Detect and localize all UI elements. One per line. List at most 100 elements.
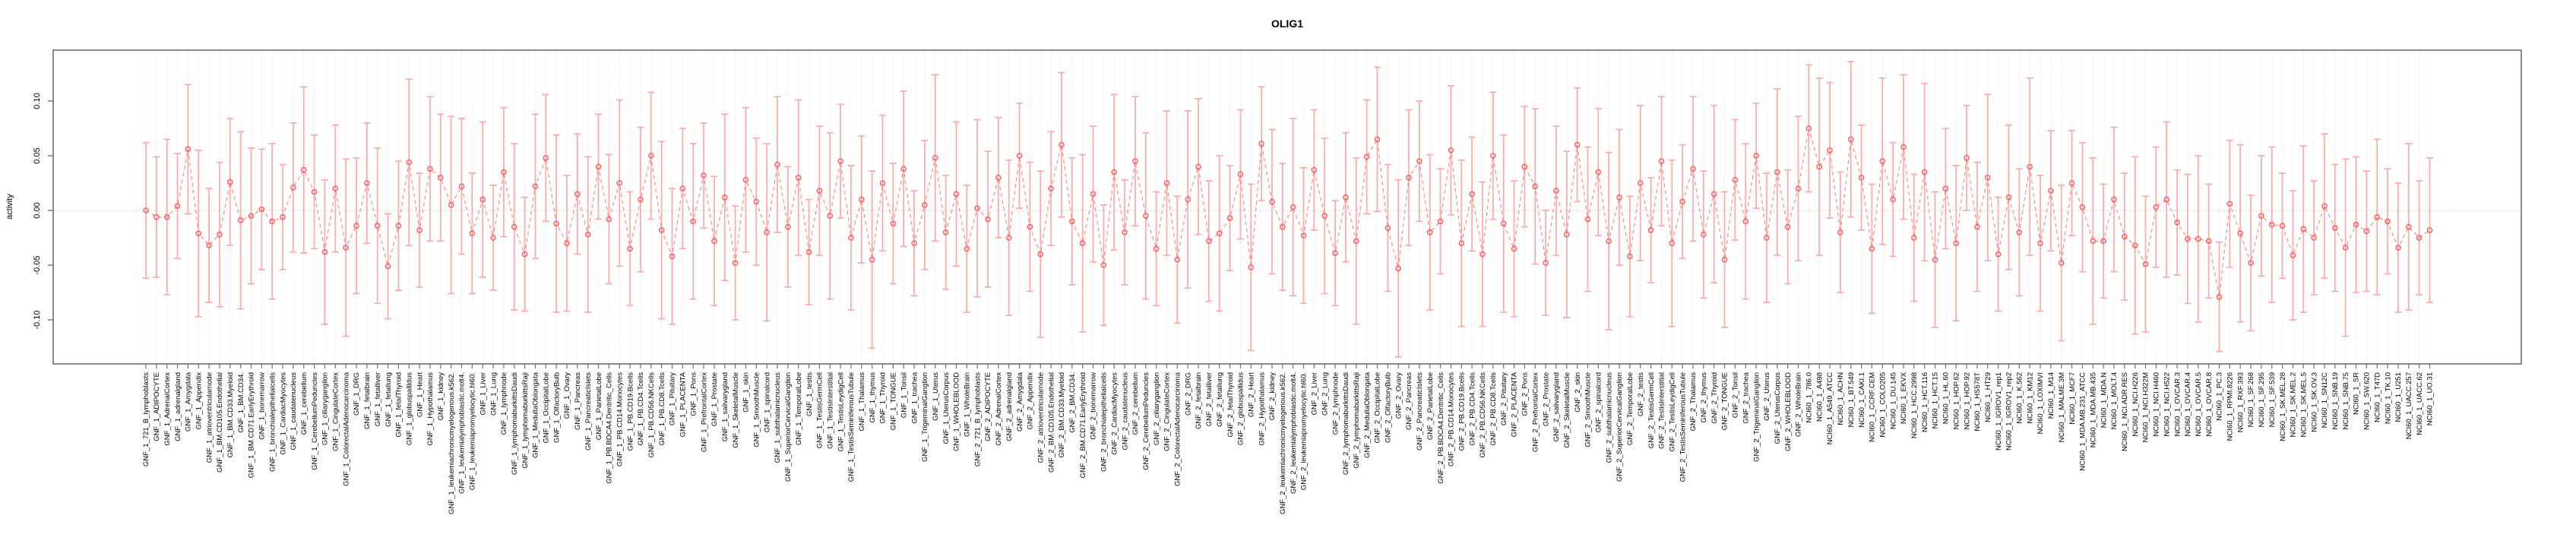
svg-text:GNF_2_CerebellumPeduncles: GNF_2_CerebellumPeduncles (1142, 372, 1150, 470)
svg-text:NCI60_1_MDA.N: NCI60_1_MDA.N (2100, 372, 2108, 428)
svg-text:NCI60_1_MCF7: NCI60_1_MCF7 (2068, 372, 2077, 425)
svg-text:GNF_2_lymphnode: GNF_2_lymphnode (1331, 372, 1340, 435)
svg-text:GNF_2_TONGUE: GNF_2_TONGUE (1721, 372, 1729, 430)
svg-text:GNF_2_Pons: GNF_2_Pons (1521, 372, 1530, 416)
svg-text:GNF_1_atrioventricularnode: GNF_1_atrioventricularnode (205, 372, 214, 463)
svg-text:GNF_2_TestisGermCell: GNF_2_TestisGermCell (1647, 372, 1656, 448)
svg-text:GNF_1_caudatenucleus: GNF_1_caudatenucleus (290, 372, 298, 451)
svg-text:NCI60_1_ACHN: NCI60_1_ACHN (1837, 372, 1845, 425)
svg-text:GNF_1_TrigeminalGanglion: GNF_1_TrigeminalGanglion (921, 372, 929, 462)
svg-text:GNF_2_SkeletalMuscle: GNF_2_SkeletalMuscle (1563, 372, 1571, 448)
svg-text:GNF_2_fetalThyroid: GNF_2_fetalThyroid (1226, 372, 1235, 438)
svg-text:GNF_1_ADIPOCYTE: GNF_1_ADIPOCYTE (153, 372, 161, 441)
svg-text:GNF_1_OlfactoryBulb: GNF_1_OlfactoryBulb (552, 372, 561, 443)
svg-text:GNF_2_trachea: GNF_2_trachea (1742, 372, 1750, 423)
svg-text:NCI60_1_HL.60: NCI60_1_HL.60 (1942, 372, 1951, 424)
svg-text:GNF_2_atrioventricularnode: GNF_2_atrioventricularnode (1036, 372, 1045, 463)
svg-text:GNF_1_fetalbrain: GNF_1_fetalbrain (363, 372, 372, 429)
svg-text:NCI60_1_NCI.H322M: NCI60_1_NCI.H322M (2142, 372, 2150, 442)
svg-text:GNF_2_SuperiorCervicalGanglion: GNF_2_SuperiorCervicalGanglion (1616, 372, 1624, 482)
svg-text:NCI60_1_CAKI.1: NCI60_1_CAKI.1 (1858, 372, 1866, 428)
svg-text:0.00: 0.00 (33, 202, 42, 218)
svg-text:GNF_1_leukemiachronicmyelogeno: GNF_1_leukemiachronicmyelogenous.k562. (448, 372, 456, 514)
svg-text:NCI60_1_COLO205: NCI60_1_COLO205 (1878, 372, 1887, 438)
svg-text:GNF_2_ParietalLobe: GNF_2_ParietalLobe (1426, 372, 1435, 440)
svg-text:GNF_1_BM.CD105.Endothelial: GNF_1_BM.CD105.Endothelial (216, 372, 224, 473)
svg-text:GNF_1_Thyroid: GNF_1_Thyroid (879, 372, 888, 424)
svg-text:GNF_1_adrenalgland: GNF_1_adrenalgland (174, 372, 182, 441)
svg-text:GNF_2_PLACENTA: GNF_2_PLACENTA (1511, 372, 1519, 437)
svg-text:GNF_2_Pituitary: GNF_2_Pituitary (1500, 372, 1508, 425)
svg-text:GNF_2_caudatenucleus: GNF_2_caudatenucleus (1121, 372, 1129, 451)
svg-text:GNF_1_SmoothMuscle: GNF_1_SmoothMuscle (753, 372, 761, 447)
svg-text:GNF_1_testis: GNF_1_testis (805, 372, 814, 416)
svg-text:GNF_1_UterusCorpus: GNF_1_UterusCorpus (942, 372, 951, 444)
svg-text:GNF_1_Hypothalamus: GNF_1_Hypothalamus (426, 372, 435, 446)
svg-text:GNF_2_Thalamus: GNF_2_Thalamus (1689, 372, 1698, 432)
svg-text:NCI60_1_SR: NCI60_1_SR (2353, 372, 2361, 415)
svg-text:GNF_2_thymus: GNF_2_thymus (1700, 372, 1708, 423)
svg-text:GNF_1_cerebellum: GNF_1_cerebellum (300, 372, 309, 435)
svg-text:NCI60_1_TK.10: NCI60_1_TK.10 (2384, 372, 2392, 424)
svg-text:NCI60_1_SW.620: NCI60_1_SW.620 (2363, 372, 2372, 430)
svg-text:NCI60_1_HCT.116: NCI60_1_HCT.116 (1921, 372, 1929, 432)
svg-text:GNF_2_BM.CD105.Endothelial: GNF_2_BM.CD105.Endothelial (1047, 372, 1055, 473)
svg-text:GNF_2_MedullaOblongata: GNF_2_MedullaOblongata (1363, 372, 1372, 458)
svg-text:GNF_1_SuperiorCervicalGanglion: GNF_1_SuperiorCervicalGanglion (784, 372, 793, 482)
svg-text:NCI60_1_OVCAR.3: NCI60_1_OVCAR.3 (2173, 372, 2182, 436)
svg-text:GNF_2_TestisLeydigCell: GNF_2_TestisLeydigCell (1668, 372, 1676, 452)
svg-text:GNF_2_bonemarrow: GNF_2_bonemarrow (1090, 372, 1098, 440)
svg-text:GNF_2_spinalcord: GNF_2_spinalcord (1595, 372, 1603, 432)
svg-text:GNF_2_leukemialymphoblastic.mo: GNF_2_leukemialymphoblastic.molt4. (1290, 372, 1298, 494)
svg-text:NCI60_1_OVCAR.8: NCI60_1_OVCAR.8 (2205, 372, 2214, 436)
y-axis-ticks: -0.10 -0.05 0.00 0.05 0.10 (33, 93, 53, 330)
svg-text:GNF_2_WHOLEBLOOD: GNF_2_WHOLEBLOOD (1784, 372, 1793, 451)
svg-text:GNF_2_CardiacMyocytes: GNF_2_CardiacMyocytes (1110, 372, 1119, 455)
y-axis-label: activity (5, 194, 14, 220)
svg-text:GNF_1_PB.CD19.Bcells: GNF_1_PB.CD19.Bcells (626, 372, 635, 451)
svg-text:NCI60_1_NCI.H460: NCI60_1_NCI.H460 (2153, 372, 2161, 437)
svg-text:GNF_2_ColorectalAdenocarcinoma: GNF_2_ColorectalAdenocarcinoma (1174, 372, 1182, 486)
svg-text:GNF_1_PrefrontalCortex: GNF_1_PrefrontalCortex (700, 372, 708, 452)
svg-text:NCI60_1_SF.268: NCI60_1_SF.268 (2247, 372, 2255, 427)
svg-text:NCI60_1_HS578T: NCI60_1_HS578T (1973, 372, 1982, 432)
svg-text:NCI60_1_T47D: NCI60_1_T47D (2373, 372, 2381, 422)
svg-text:GNF_1_lymphomaburkittsRaji: GNF_1_lymphomaburkittsRaji (521, 372, 530, 469)
svg-text:GNF_2_globuspallidus: GNF_2_globuspallidus (1237, 372, 1245, 445)
svg-text:GNF_2_Uterus: GNF_2_Uterus (1763, 372, 1771, 421)
svg-text:GNF_2_AdrenalCortex: GNF_2_AdrenalCortex (995, 372, 1003, 446)
svg-text:GNF_2_Tonsil: GNF_2_Tonsil (1732, 372, 1740, 418)
svg-text:GNF_1_Pons: GNF_1_Pons (689, 372, 698, 416)
svg-text:NCI60_1_MDA.MB.435: NCI60_1_MDA.MB.435 (2089, 372, 2097, 447)
svg-text:NCI60_1_HOP.92: NCI60_1_HOP.92 (1963, 372, 1971, 429)
svg-text:NCI60_1_NCI.H226: NCI60_1_NCI.H226 (2131, 372, 2140, 437)
svg-text:GNF_1_TONGUE: GNF_1_TONGUE (890, 372, 898, 430)
svg-text:NCI60_1_SK.MEL.5: NCI60_1_SK.MEL.5 (2299, 372, 2308, 438)
svg-text:GNF_1_fetallung: GNF_1_fetallung (385, 372, 393, 427)
svg-text:GNF_2_salivarygland: GNF_2_salivarygland (1552, 372, 1561, 441)
svg-text:GNF_1_fetalliver: GNF_1_fetalliver (374, 372, 382, 426)
svg-text:NCI60_1_IGROV1_rep1: NCI60_1_IGROV1_rep1 (1995, 372, 2003, 451)
svg-text:GNF_1_ParietalLobe: GNF_1_ParietalLobe (595, 372, 603, 440)
svg-text:NCI60_1_A549_ATCC: NCI60_1_A549_ATCC (1826, 372, 1834, 445)
gridlines (145, 50, 2430, 364)
svg-text:GNF_2_adrenalgland: GNF_2_adrenalgland (1005, 372, 1014, 441)
svg-text:NCI60_1_K.562: NCI60_1_K.562 (2016, 372, 2024, 424)
svg-text:GNF_2_leukemiapromyelocytic.hl: GNF_2_leukemiapromyelocytic.hl60. (1300, 372, 1309, 490)
svg-text:GNF_2_TemporalLobe: GNF_2_TemporalLobe (1626, 372, 1635, 445)
svg-text:GNF_1_Lung: GNF_1_Lung (489, 372, 498, 416)
svg-text:GNF_1_TestisGermCell: GNF_1_TestisGermCell (816, 372, 824, 448)
chart-title: OLIG1 (1271, 17, 1303, 30)
svg-text:GNF_2_TestisSeminiferousTubule: GNF_2_TestisSeminiferousTubule (1679, 372, 1687, 482)
svg-text:GNF_2_OccipitalLobe: GNF_2_OccipitalLobe (1374, 372, 1382, 443)
svg-text:GNF_1_BM.CD34.: GNF_1_BM.CD34. (237, 372, 245, 433)
svg-text:GNF_2_PB.CD14.Monocytes: GNF_2_PB.CD14.Monocytes (1448, 372, 1456, 466)
svg-text:NCI60_1_MDA.MB.231_ATCC: NCI60_1_MDA.MB.231_ATCC (2079, 372, 2087, 471)
svg-text:GNF_1_salivarygland: GNF_1_salivarygland (721, 372, 729, 441)
svg-text:NCI60_1_MALME.3M: NCI60_1_MALME.3M (2058, 372, 2066, 442)
svg-text:GNF_2_Heart: GNF_2_Heart (1247, 372, 1255, 417)
svg-text:GNF_2_PrefrontalCortex: GNF_2_PrefrontalCortex (1531, 372, 1540, 452)
svg-text:GNF_1_Tonsil: GNF_1_Tonsil (900, 372, 908, 418)
series-line (145, 128, 2430, 297)
